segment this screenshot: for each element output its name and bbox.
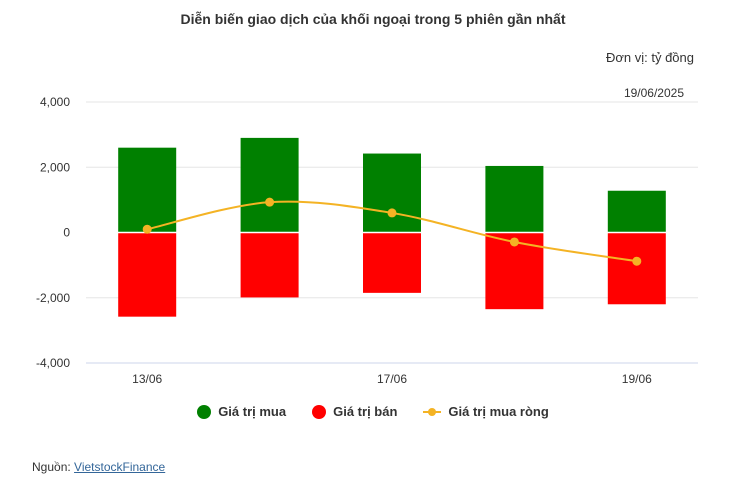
legend-item-buy[interactable]: Giá trị mua <box>197 404 286 419</box>
bar-sell <box>118 232 177 317</box>
bar-buy <box>240 137 299 233</box>
bar-buy <box>485 165 544 233</box>
net-point <box>509 237 519 247</box>
legend-sell-label: Giá trị bán <box>333 404 398 419</box>
legend-net-marker <box>423 405 442 419</box>
legend-item-sell[interactable]: Giá trị bán <box>312 404 397 419</box>
legend-item-net[interactable]: Giá trị mua ròng <box>423 404 549 419</box>
net-point <box>142 224 152 234</box>
net-point <box>265 197 275 207</box>
bar-sell <box>363 232 421 293</box>
source-label: Nguồn: <box>32 460 71 474</box>
source-note: Nguồn: VietstockFinance <box>32 460 165 474</box>
date-label: 19/06/2025 <box>623 86 684 100</box>
unit-label: Đơn vị: tỷ đồng <box>605 50 694 65</box>
source-link[interactable]: VietstockFinance <box>74 460 166 474</box>
legend: Giá trị mua Giá trị bán Giá trị mua ròng <box>0 404 746 419</box>
legend-net-label: Giá trị mua ròng <box>448 404 549 419</box>
y-tick-label: 0 <box>63 226 70 240</box>
bar-sell <box>240 232 299 298</box>
y-tick-label: 4,000 <box>40 95 70 109</box>
y-tick-label: -2,000 <box>36 291 70 305</box>
bar-buy <box>607 190 666 233</box>
x-tick-label: 13/06 <box>132 372 162 386</box>
legend-sell-marker <box>312 404 327 419</box>
y-tick-label: -4,000 <box>36 356 70 370</box>
net-point <box>387 208 397 218</box>
x-tick-label: 19/06 <box>622 372 652 386</box>
bar-buy <box>363 153 421 233</box>
y-tick-label: 2,000 <box>40 160 70 174</box>
bar-buy <box>118 147 177 233</box>
legend-buy-label: Giá trị mua <box>218 404 287 419</box>
x-tick-label: 17/06 <box>377 372 407 386</box>
chart-plot: -4,000 -2,000 0 2,000 4,000 13/06 17/06 19/06 <box>36 95 698 386</box>
chart-title: Diễn biến giao dịch của khối ngoại trong… <box>180 11 566 27</box>
legend-buy-marker <box>197 404 212 419</box>
bar-sell <box>607 232 666 305</box>
net-point <box>632 256 642 266</box>
